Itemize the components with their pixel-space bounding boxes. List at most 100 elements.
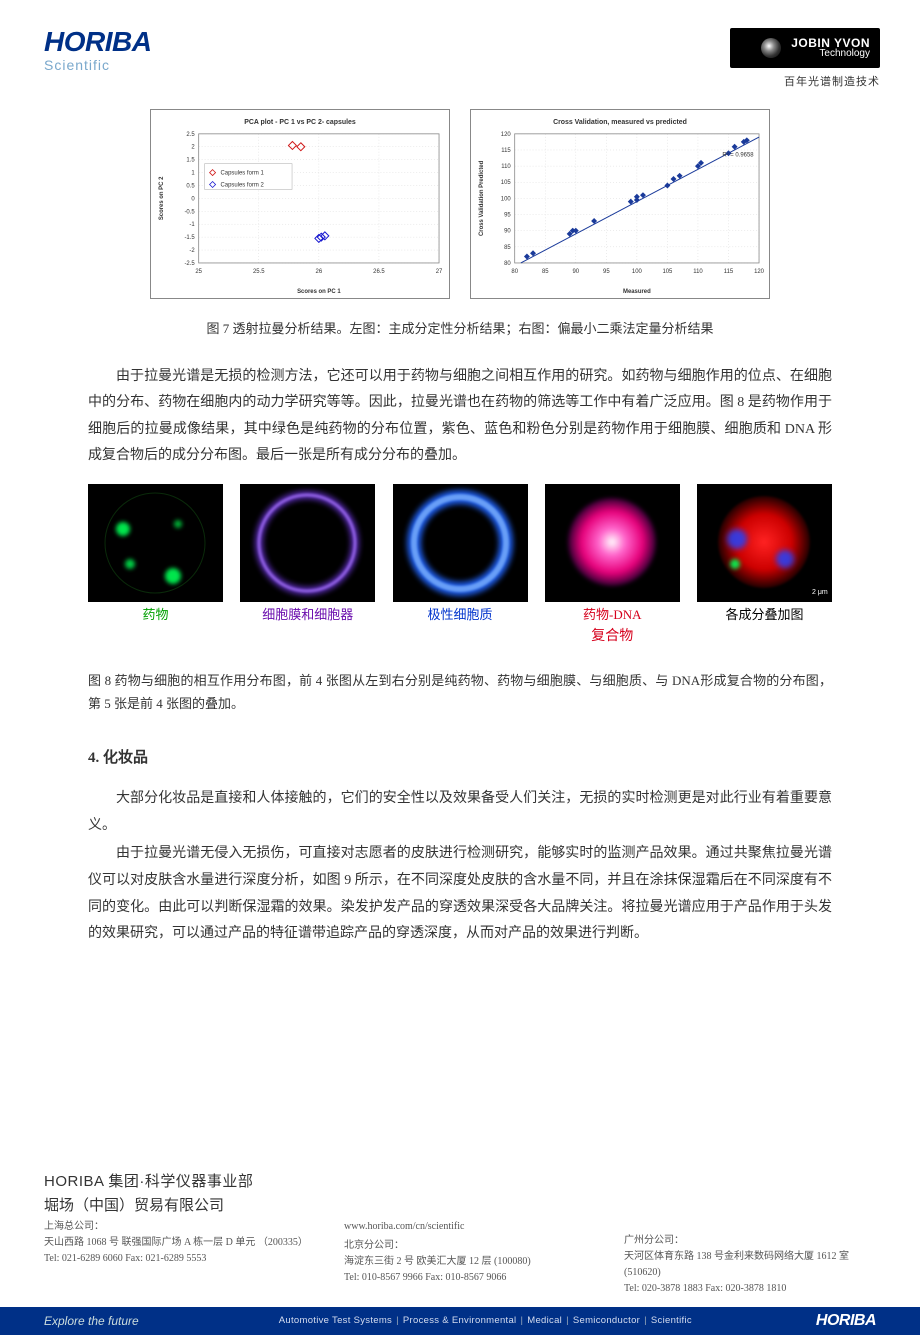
svg-text:Cross Validation, measured vs: Cross Validation, measured vs predicted xyxy=(553,119,687,126)
footer-bar: Explore the future Automotive Test Syste… xyxy=(0,1307,920,1335)
svg-text:2.5: 2.5 xyxy=(186,132,195,138)
svg-text:R² = 0.9658: R² = 0.9658 xyxy=(722,152,754,158)
svg-text:85: 85 xyxy=(542,269,549,275)
svg-text:-1: -1 xyxy=(189,222,195,228)
jobin-yvon-badge: JOBIN YVON Technology xyxy=(730,28,880,68)
svg-text:90: 90 xyxy=(504,229,511,235)
footer-segments: Automotive Test Systems|Process & Enviro… xyxy=(279,1315,816,1326)
svg-text:26.5: 26.5 xyxy=(373,269,385,275)
cell-item-2: 极性细胞质 xyxy=(393,484,528,651)
svg-text:110: 110 xyxy=(501,164,511,170)
svg-text:Scores on PC 1: Scores on PC 1 xyxy=(297,289,341,295)
svg-text:0.5: 0.5 xyxy=(186,183,195,189)
chart-cross-validation: 80 85 90 95 100 105 110 115 120 80 85 90 95 100 105 110… xyxy=(470,109,770,299)
paragraph-1: 由于拉曼光谱是无损的检测方法，它还可以用于药物与细胞之间相互作用的研究。如药物与… xyxy=(88,364,832,470)
chart-pca: 25 25.5 26 26.5 27 -2.5 -2 -1.5 -1 -0.5 0 0.5 1 1.5 2 2… xyxy=(150,109,450,299)
cell-item-4: 2 μm 各成分叠加图 xyxy=(697,484,832,651)
svg-text:PCA plot - PC 1 vs PC 2- capsu: PCA plot - PC 1 vs PC 2- capsules xyxy=(244,119,356,126)
cell-label: 药物-DNA xyxy=(545,606,680,624)
svg-text:80: 80 xyxy=(511,269,518,275)
figure-7: 25 25.5 26 26.5 27 -2.5 -2 -1.5 -1 -0.5 0 0.5 1 1.5 2 2… xyxy=(88,109,832,299)
footer-horiba-logo: HORIBA xyxy=(816,1312,876,1330)
footer-col2-addr: 海淀东三街 2 号 欧美汇大厦 12 层 (100080) xyxy=(344,1254,624,1270)
footer-col2-tel: Tel: 010-8567 9966 Fax: 010-8567 9066 xyxy=(344,1270,624,1286)
figure-8-caption: 图 8 药物与细胞的相互作用分布图，前 4 张图从左到右分别是纯药物、药物与细胞… xyxy=(88,669,832,716)
footer-col-shanghai: 上海总公司： 天山西路 1068 号 联强国际广场 A 栋一层 D 单元 （20… xyxy=(44,1219,344,1297)
svg-text:95: 95 xyxy=(603,269,610,275)
svg-text:90: 90 xyxy=(572,269,579,275)
horiba-subbrand: Scientific xyxy=(44,57,151,73)
svg-text:1.5: 1.5 xyxy=(186,158,195,164)
svg-text:Capsules form 2: Capsules form 2 xyxy=(221,182,264,188)
svg-text:25: 25 xyxy=(195,269,202,275)
cell-item-0: 药物 xyxy=(88,484,223,651)
footer-col-guangzhou: 广州分公司： 天河区体育东路 138 号金利来数码网络大厦 1612 室 (51… xyxy=(624,1219,876,1297)
cell-label: 药物 xyxy=(88,606,223,624)
cell-image xyxy=(545,484,680,602)
svg-text:115: 115 xyxy=(501,148,511,154)
svg-text:105: 105 xyxy=(501,180,512,186)
jy-line2: Technology xyxy=(791,49,870,59)
cell-image: 2 μm xyxy=(697,484,832,602)
paragraph-2: 大部分化妆品是直接和人体接触的，它们的安全性以及效果备受人们关注，无损的实时检测… xyxy=(88,786,832,839)
svg-text:25.5: 25.5 xyxy=(253,269,265,275)
figure-8-cell-images: 药物细胞膜和细胞器极性细胞质药物-DNA复合物 2 μm 各成分叠加图 xyxy=(88,484,832,651)
svg-text:0: 0 xyxy=(191,196,195,202)
footer-col1-addr: 天山西路 1068 号 联强国际广场 A 栋一层 D 单元 （200335） xyxy=(44,1235,344,1251)
svg-text:115: 115 xyxy=(724,269,734,275)
svg-text:Capsules form 1: Capsules form 1 xyxy=(221,171,265,177)
jy-swirl-icon xyxy=(761,38,781,58)
svg-text:Scores on PC 2: Scores on PC 2 xyxy=(159,176,165,220)
figure-7-caption: 图 7 透射拉曼分析结果。左图：主成分定性分析结果；右图：偏最小二乘法定量分析结… xyxy=(88,317,832,342)
footer-col3-head: 广州分公司： xyxy=(624,1233,876,1249)
cell-image xyxy=(88,484,223,602)
paragraph-3: 由于拉曼光谱无侵入无损伤，可直接对志愿者的皮肤进行检测研究，能够实时的监测产品效… xyxy=(88,841,832,947)
cell-image xyxy=(240,484,375,602)
svg-text:-1.5: -1.5 xyxy=(184,235,195,241)
svg-text:-2.5: -2.5 xyxy=(184,261,195,267)
page-content: 25 25.5 26 26.5 27 -2.5 -2 -1.5 -1 -0.5 0 0.5 1 1.5 2 2… xyxy=(0,109,920,970)
svg-text:2: 2 xyxy=(191,145,194,151)
svg-text:2 μm: 2 μm xyxy=(812,589,828,596)
footer-col-beijing: www.horiba.com/cn/scientific 北京分公司： 海淀东三… xyxy=(344,1219,624,1297)
footer-col1-head: 上海总公司： xyxy=(44,1219,344,1235)
jy-tagline: 百年光谱制造技术 xyxy=(730,73,880,89)
horiba-wordmark: HORIBA xyxy=(44,28,151,56)
section-4-heading: 4. 化妆品 xyxy=(88,744,832,773)
cell-image xyxy=(393,484,528,602)
svg-text:-0.5: -0.5 xyxy=(184,209,195,215)
svg-text:26: 26 xyxy=(316,269,323,275)
svg-text:120: 120 xyxy=(501,132,512,138)
svg-text:Measured: Measured xyxy=(623,289,651,295)
cell-label: 各成分叠加图 xyxy=(697,606,832,624)
cell-item-1: 细胞膜和细胞器 xyxy=(240,484,375,651)
horiba-logo: HORIBA Scientific xyxy=(44,28,151,73)
footer-contact: HORIBA 集团·科学仪器事业部 堀场（中国）贸易有限公司 上海总公司： 天山… xyxy=(0,970,920,1307)
svg-text:100: 100 xyxy=(501,196,512,202)
footer-company-name: 堀场（中国）贸易有限公司 xyxy=(44,1194,876,1215)
svg-text:100: 100 xyxy=(632,269,643,275)
svg-text:Cross Validation Predicted: Cross Validation Predicted xyxy=(479,160,485,236)
svg-text:1: 1 xyxy=(191,171,195,177)
page-header: HORIBA Scientific JOBIN YVON Technology … xyxy=(0,0,920,99)
svg-text:110: 110 xyxy=(693,269,703,275)
footer-col2-head: 北京分公司： xyxy=(344,1238,624,1254)
cell-label-line2: 复合物 xyxy=(545,624,680,651)
svg-text:95: 95 xyxy=(504,213,511,219)
svg-text:27: 27 xyxy=(436,269,443,275)
footer-col1-tel: Tel: 021-6289 6060 Fax: 021-6289 5553 xyxy=(44,1251,344,1267)
footer-col3-addr: 天河区体育东路 138 号金利来数码网络大厦 1612 室 (510620) xyxy=(624,1249,876,1281)
svg-text:85: 85 xyxy=(504,245,511,251)
cell-label: 细胞膜和细胞器 xyxy=(240,606,375,624)
cell-label: 极性细胞质 xyxy=(393,606,528,624)
cell-item-3: 药物-DNA复合物 xyxy=(545,484,680,651)
svg-text:80: 80 xyxy=(504,261,511,267)
svg-text:105: 105 xyxy=(662,269,673,275)
svg-text:120: 120 xyxy=(754,269,765,275)
footer-col3-tel: Tel: 020-3878 1883 Fax: 020-3878 1810 xyxy=(624,1281,876,1297)
svg-text:-2: -2 xyxy=(189,248,194,254)
footer-explore: Explore the future xyxy=(44,1314,139,1328)
jobin-yvon-block: JOBIN YVON Technology 百年光谱制造技术 xyxy=(730,28,880,89)
footer-url: www.horiba.com/cn/scientific xyxy=(344,1219,624,1235)
footer-group-title: HORIBA 集团·科学仪器事业部 xyxy=(44,1170,876,1191)
